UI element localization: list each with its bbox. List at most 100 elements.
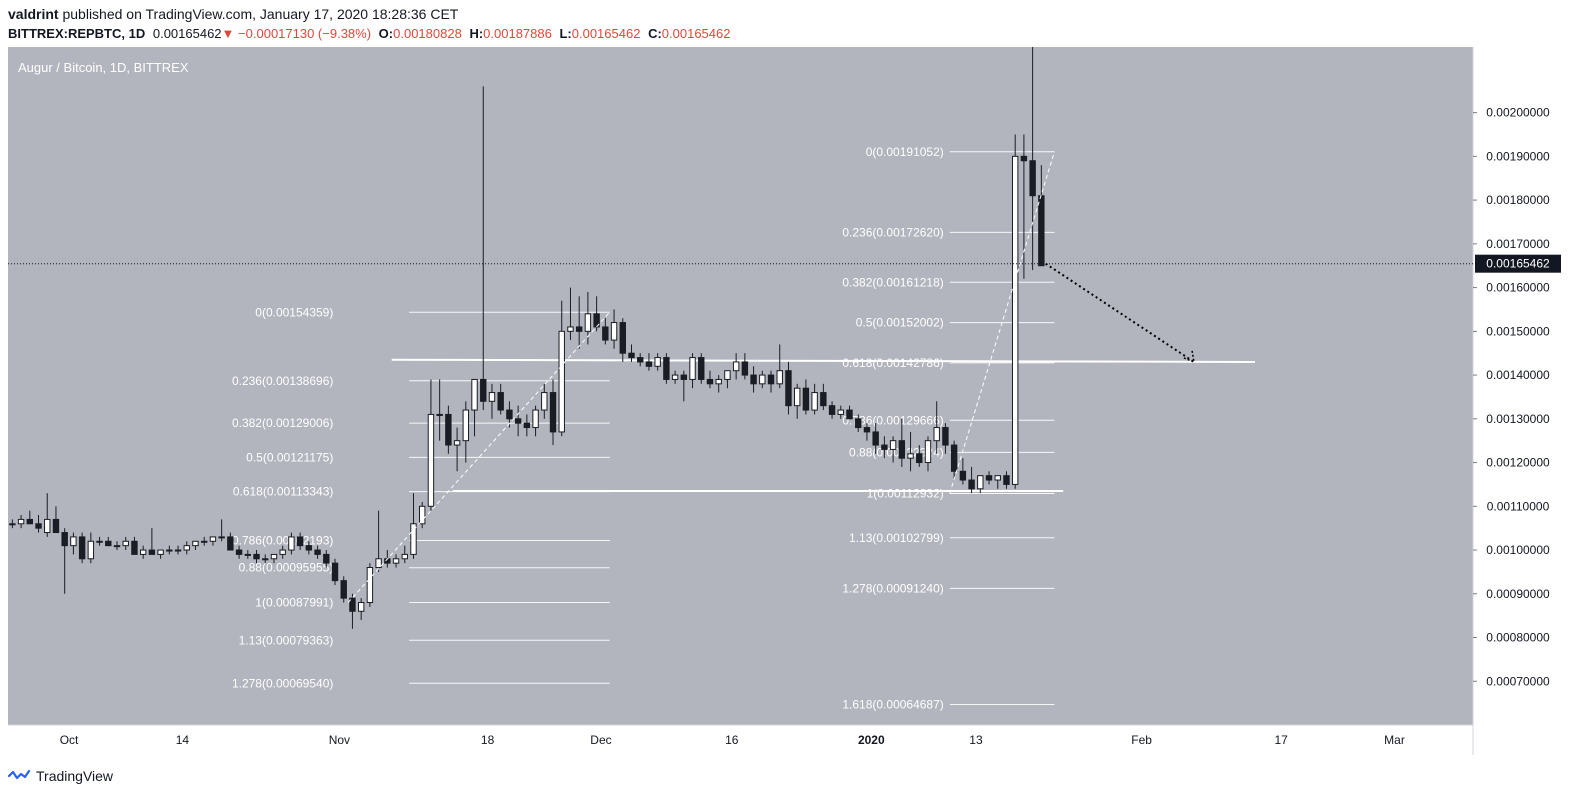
candle-body	[1038, 195, 1045, 267]
candle	[235, 545, 243, 559]
candle	[183, 541, 190, 555]
candle	[148, 528, 156, 555]
author-name[interactable]: valdrint	[8, 6, 59, 22]
candle	[776, 344, 783, 389]
fib-level-label: 1.278(0.00091240)	[842, 581, 943, 595]
candle-body	[35, 523, 42, 529]
candle-body	[1029, 160, 1036, 197]
candle	[724, 370, 731, 389]
candle-body	[549, 392, 557, 433]
candle	[663, 353, 670, 384]
candle	[950, 440, 958, 481]
candle-body	[872, 431, 879, 446]
candle	[680, 370, 688, 402]
time-tick-label: Oct	[60, 733, 79, 747]
candle-body	[802, 387, 810, 411]
candle-body	[715, 378, 722, 385]
fib-level-label: 0(0.00154359)	[255, 305, 333, 319]
candle-body	[462, 409, 470, 442]
candle	[174, 545, 182, 555]
candle	[567, 287, 574, 341]
candle	[985, 471, 993, 485]
candle	[523, 414, 531, 437]
candle	[436, 379, 443, 441]
candle	[44, 493, 51, 537]
candle-body	[1011, 155, 1019, 485]
candle	[750, 366, 757, 393]
candle-body	[959, 470, 967, 481]
candle	[820, 383, 827, 411]
candle	[349, 593, 356, 629]
time-tick-label: 16	[725, 733, 739, 747]
price-badge-bg	[1475, 254, 1561, 273]
candle	[968, 466, 975, 494]
tradingview-logo-icon[interactable]	[8, 769, 30, 783]
candle	[1020, 134, 1028, 279]
candle	[366, 563, 374, 607]
candle	[105, 536, 112, 547]
candle	[654, 353, 661, 371]
candle-body	[201, 540, 208, 543]
fib-trend-dashed-line	[347, 311, 611, 603]
candle-body	[689, 357, 696, 380]
time-tick-label: 13	[969, 733, 983, 747]
candle	[192, 540, 199, 551]
candle-body	[785, 370, 792, 407]
candle-body	[619, 322, 626, 354]
candle-body	[881, 444, 888, 450]
candle-body	[323, 553, 330, 564]
candle	[131, 536, 138, 555]
candle-body	[61, 532, 68, 547]
candle	[645, 353, 653, 371]
candle	[401, 545, 408, 564]
candle	[305, 541, 313, 555]
publish-line: valdrint published on TradingView.com, J…	[8, 4, 1558, 24]
candle-body	[514, 418, 522, 424]
price-tick-label: 0.00090000	[1486, 587, 1550, 601]
candle-body	[340, 580, 347, 599]
candle	[122, 536, 129, 551]
fib-level-label: 0.236(0.00172620)	[842, 225, 943, 239]
time-axis[interactable]	[8, 725, 1473, 755]
low-label: L:	[559, 26, 572, 41]
candle	[262, 554, 269, 564]
candle-body	[410, 523, 417, 555]
candle	[52, 506, 60, 534]
candle	[70, 532, 77, 555]
candle	[1003, 471, 1010, 489]
time-axis-labels: Oct 14 Nov 18 Dec 16 2020 13 Feb 17 Mar	[60, 733, 1405, 747]
published-text: published on TradingView.com, January 17…	[62, 6, 459, 22]
candle-body	[44, 518, 51, 534]
candle	[628, 344, 635, 362]
chart-area[interactable]: 0(0.00154359) 0.236(0.00138696) 0.382(0.00…	[8, 47, 1561, 755]
open-value: 0.00180828	[393, 26, 462, 41]
candle	[1029, 47, 1036, 271]
close-value: 0.00165462	[661, 26, 731, 41]
candle-body	[680, 374, 688, 380]
candle	[575, 296, 583, 349]
candle	[933, 401, 940, 454]
time-tick-label: 18	[481, 733, 495, 747]
fib-level-label: 0.618(0.00113343)	[233, 485, 334, 499]
plot-background[interactable]	[8, 47, 1473, 725]
candle-body	[846, 409, 853, 420]
candle-body	[628, 352, 635, 359]
price-chart[interactable]: 0(0.00154359) 0.236(0.00138696) 0.382(0.00…	[8, 47, 1561, 755]
candle-body	[349, 597, 356, 612]
candle-body	[17, 518, 25, 525]
horizontal-line-0	[391, 358, 1255, 363]
candle-body	[209, 536, 217, 542]
price-axis[interactable]	[1473, 47, 1561, 755]
candle	[942, 423, 949, 454]
candle	[288, 532, 295, 555]
brand-name[interactable]: TradingView	[36, 768, 114, 784]
candle-body	[863, 427, 871, 433]
candle-body	[131, 540, 138, 555]
candle	[166, 545, 173, 555]
candle	[759, 370, 766, 389]
time-tick-label: Mar	[1384, 733, 1405, 747]
candle	[113, 541, 121, 551]
candle	[9, 519, 16, 529]
candle	[471, 378, 478, 437]
candle	[270, 553, 278, 564]
